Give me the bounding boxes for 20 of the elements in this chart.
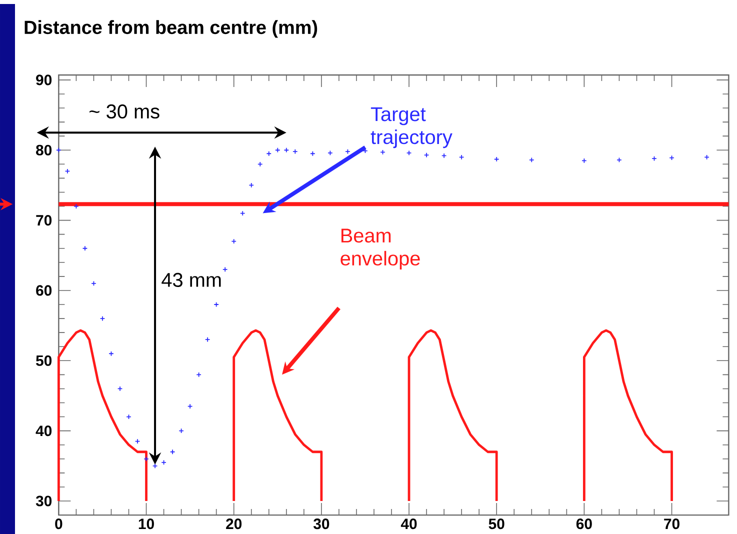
y-tick-label: 40 (36, 426, 52, 436)
x-tick-label: 30 (313, 518, 330, 530)
x-tick-label: 50 (488, 518, 504, 530)
y-tick-label: 80 (36, 144, 52, 156)
y-tick-label: 60 (36, 285, 52, 296)
y-tick-label: 90 (36, 74, 52, 86)
y-tick-label: 30 (36, 496, 52, 506)
x-tick-label: 40 (400, 518, 417, 530)
series-label: Target trajectory (370, 107, 452, 148)
x-tick-label: 10 (138, 518, 154, 530)
y-tick-label: 70 (36, 215, 52, 226)
y-tick-label: 50 (36, 355, 52, 366)
annotation: 43 mm (162, 272, 221, 287)
text: Beam envelope (340, 228, 420, 270)
chart-title: Distance from beam centre (mm) (24, 20, 318, 38)
x-tick-label: 60 (576, 518, 592, 530)
x-tick-label: 70 (664, 518, 680, 530)
x-tick-label: 0 (55, 518, 62, 530)
annotation: ~ 30 ms (90, 104, 160, 119)
x-tick-label: 20 (226, 518, 242, 530)
